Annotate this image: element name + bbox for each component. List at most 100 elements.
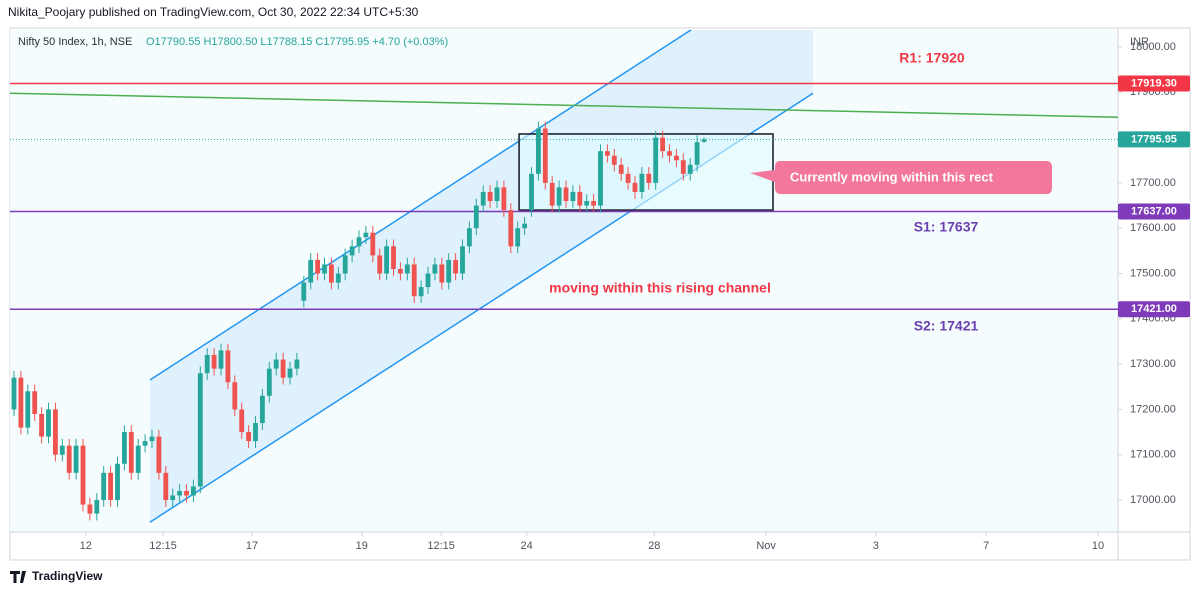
candle-body: [218, 350, 224, 369]
candle-body: [322, 264, 327, 274]
x-tick-label: 7: [983, 540, 989, 552]
candle-body: [46, 409, 51, 437]
candle-body: [563, 187, 569, 202]
candle-body: [232, 382, 238, 410]
candle-body: [239, 409, 245, 433]
candle-body: [308, 259, 314, 283]
candle-body: [625, 173, 631, 183]
footer: TradingView: [32, 569, 103, 583]
price-label: 17795.95: [1131, 133, 1177, 145]
annotation: S2: 17421: [914, 318, 979, 334]
candle-body: [494, 187, 500, 202]
candle-body: [135, 445, 141, 473]
y-tick-label: 18000.00: [1130, 41, 1176, 53]
candle-body: [342, 255, 348, 274]
annotation: S1: 17637: [914, 219, 979, 235]
candle-body: [184, 490, 189, 496]
candle-body: [80, 445, 86, 505]
candle-body: [246, 432, 252, 442]
candle-body: [522, 223, 528, 229]
candle-body: [287, 368, 293, 378]
candle-body: [59, 445, 65, 455]
candle-body: [411, 264, 417, 297]
candle-body: [701, 139, 707, 142]
candle-body: [397, 268, 403, 274]
candle-body: [377, 255, 383, 274]
candle-body: [356, 237, 362, 247]
candle-body: [466, 228, 472, 247]
y-tick-label: 17500.00: [1130, 267, 1176, 279]
candle-body: [66, 445, 72, 473]
candle-body: [584, 201, 590, 206]
price-label: 17637.00: [1131, 205, 1177, 217]
candle-body: [121, 432, 127, 464]
y-unit: INR: [1130, 36, 1149, 48]
axes: 17000.0017100.0017200.0017300.0017400.00…: [80, 41, 1190, 552]
candle-body: [335, 273, 341, 283]
candle-body: [349, 246, 355, 256]
candle-body: [149, 436, 155, 442]
candle-body: [301, 282, 307, 301]
candle-body: [570, 191, 576, 202]
candle-body: [156, 436, 162, 473]
candle-body: [197, 373, 203, 487]
x-tick-label: 17: [246, 540, 258, 552]
candle-body: [632, 182, 638, 192]
y-tick-label: 17300.00: [1130, 358, 1176, 370]
candle-body: [673, 155, 679, 161]
candle-body: [508, 210, 514, 247]
candle-body: [694, 142, 700, 165]
candle-body: [328, 264, 334, 283]
candle-body: [18, 377, 24, 428]
x-tick-label: 12:15: [149, 540, 177, 552]
x-tick-label: 10: [1092, 540, 1104, 552]
candle-body: [687, 164, 693, 174]
x-tick-label: Nov: [756, 540, 776, 552]
candle-body: [142, 441, 148, 446]
candle-body: [115, 463, 120, 501]
candle-body: [384, 246, 390, 274]
price-label: 17421.00: [1131, 303, 1177, 315]
candle-body: [204, 355, 210, 374]
candle-body: [529, 173, 534, 211]
y-tick-label: 17200.00: [1130, 403, 1176, 415]
candle-body: [680, 160, 686, 174]
x-tick-label: 19: [356, 540, 368, 552]
ohlc-legend: O17790.55 H17800.50 L17788.15 C17795.95 …: [146, 36, 448, 48]
candle-body: [542, 128, 548, 183]
candle-body: [535, 128, 541, 174]
candle-body: [660, 137, 666, 152]
candle-body: [32, 391, 38, 414]
x-tick-label: 24: [521, 540, 533, 552]
candle-body: [480, 191, 486, 206]
symbol-title: Nifty 50 Index, 1h, NSE: [18, 36, 132, 48]
candle-body: [259, 395, 265, 424]
candle-body: [556, 187, 562, 206]
candle-body: [446, 259, 452, 283]
candle-body: [515, 228, 521, 247]
candle-body: [604, 151, 610, 156]
candle-body: [549, 182, 555, 206]
candle-body: [453, 259, 459, 274]
annotation: moving within this rising channel: [549, 280, 771, 296]
candle-body: [52, 409, 58, 455]
candle-body: [87, 504, 93, 514]
candle-body: [611, 155, 617, 165]
candle-body: [591, 201, 597, 206]
candle-body: [73, 445, 79, 473]
x-tick-label: 28: [648, 540, 660, 552]
candle-body: [618, 164, 624, 174]
callout-text: Currently moving within this rect: [790, 169, 994, 184]
candle-body: [280, 359, 286, 378]
price-label-box: [1118, 131, 1190, 148]
price-label-box: [1118, 203, 1190, 220]
candle-body: [653, 137, 659, 183]
channel-line: [149, 30, 693, 381]
candle-body: [253, 423, 258, 442]
y-tick-label: 17100.00: [1130, 449, 1176, 461]
price-label: 17919.30: [1131, 77, 1177, 89]
candle-body: [170, 495, 176, 501]
candle-body: [163, 472, 169, 501]
candle-body: [473, 205, 479, 229]
candle-body: [315, 259, 321, 274]
